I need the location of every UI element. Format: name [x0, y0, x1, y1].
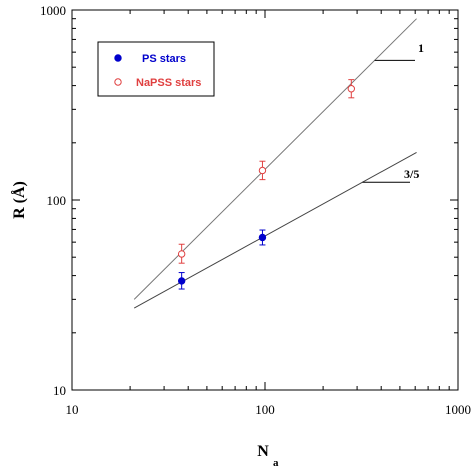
y-tick-label: 1000 — [40, 3, 66, 18]
legend-label-napss-stars: NaPSS stars — [136, 77, 201, 89]
data-point-ps-stars — [177, 277, 186, 285]
slope-label: 3/5 — [404, 167, 419, 181]
legend-marker-napss-stars — [114, 78, 122, 86]
x-axis-title-main: N — [257, 443, 269, 460]
legend-label-ps-stars: PS stars — [142, 53, 186, 65]
y-tick-label: 100 — [47, 193, 67, 208]
data-points — [177, 79, 356, 290]
x-tick-label: 100 — [255, 402, 275, 417]
y-axis-title: R (Å) — [10, 181, 28, 219]
y-tick-label: 10 — [53, 383, 66, 398]
x-axis-title-subscript: a — [273, 457, 279, 469]
slope-label: 1 — [418, 41, 424, 55]
data-point-napss-stars — [347, 85, 356, 93]
fit-line — [133, 151, 417, 309]
slope-annotations: 1 3/5 — [362, 41, 424, 183]
data-point-napss-stars — [258, 166, 267, 175]
legend-box — [97, 41, 215, 97]
data-point-ps-stars — [258, 233, 267, 242]
x-tick-label: 1000 — [445, 402, 471, 417]
x-axis-title: N a — [257, 443, 279, 469]
data-point-napss-stars — [177, 250, 186, 258]
legend: PS stars NaPSS stars — [97, 41, 215, 97]
x-tick-label: 10 — [66, 402, 79, 417]
legend-marker-ps-stars — [114, 54, 122, 62]
axis-ticks: 10 100 1000 10 100 1000 — [40, 3, 471, 417]
